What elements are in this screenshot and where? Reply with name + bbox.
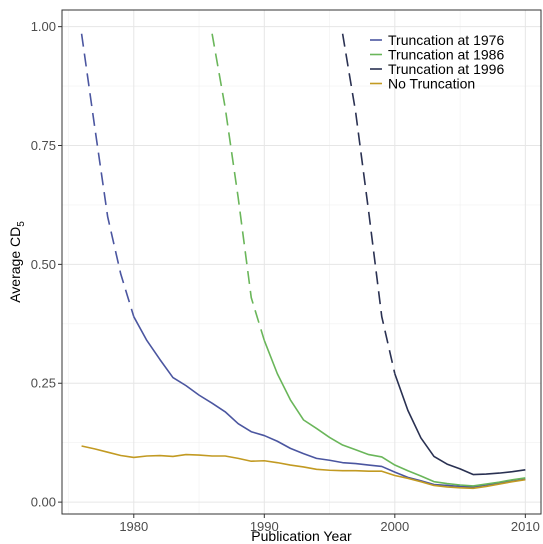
x-axis-title: Publication Year: [251, 528, 352, 544]
legend-label: Truncation at 1976: [388, 32, 504, 48]
y-tick-label: 0.75: [31, 138, 56, 153]
x-tick-label: 2000: [380, 519, 409, 534]
y-axis-title-subscript: 5: [16, 221, 27, 227]
series-line-dashed: [80, 33, 135, 317]
series-line: [133, 316, 526, 488]
series-lines: [80, 33, 526, 490]
grid: [62, 10, 541, 514]
y-axis-title: Average CD5: [7, 221, 27, 303]
series-line: [263, 340, 526, 487]
x-tick-label: 1990: [250, 519, 279, 534]
legend-label: Truncation at 1996: [388, 61, 504, 77]
y-tick-label: 1.00: [31, 19, 56, 34]
x-tick-label: 1980: [119, 519, 148, 534]
y-tick-label: 0.25: [31, 376, 56, 391]
series-line-dashed: [341, 33, 396, 374]
axis-ticks: 1980 1990 2000 2010 0.00 0.25 0.50 0.75 1.00: [31, 19, 540, 534]
y-axis-title-main: Average CD: [7, 227, 23, 303]
y-tick-label: 0.00: [31, 495, 56, 510]
plot-panel-border: [61, 9, 542, 515]
series-line-dashed: [211, 33, 266, 341]
legend-label: No Truncation: [388, 76, 475, 92]
legend-label: Truncation at 1986: [388, 47, 504, 63]
series-line: [394, 373, 526, 476]
y-tick-label: 0.50: [31, 257, 56, 272]
series-line: [81, 445, 526, 490]
x-tick-label: 2010: [511, 519, 540, 534]
